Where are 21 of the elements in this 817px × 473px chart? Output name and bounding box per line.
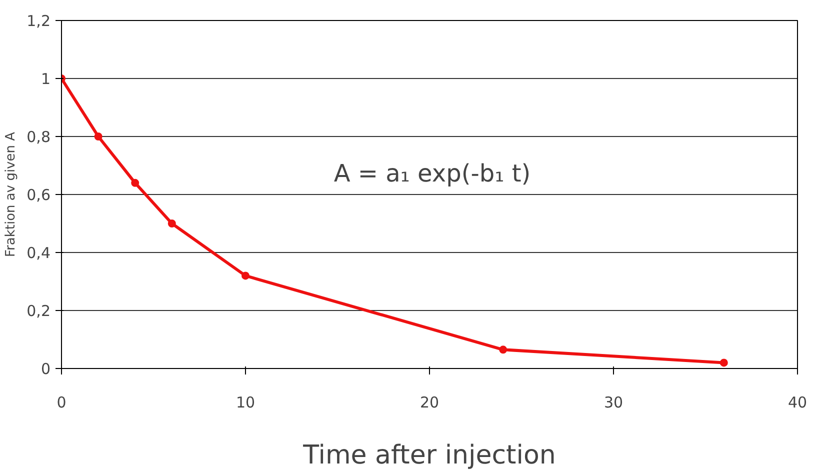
- y-tick-label: 0,8: [26, 128, 51, 146]
- y-tick-label: 0: [40, 360, 51, 378]
- point: [242, 272, 250, 280]
- x-tick-label: 10: [236, 394, 256, 412]
- y-tick-label: 1: [40, 70, 51, 88]
- y-axis-title: Fraktion av given A: [4, 132, 19, 258]
- x-tick-label: 0: [56, 394, 66, 412]
- x-tick-label: 20: [420, 394, 440, 412]
- point: [94, 132, 102, 140]
- annotation: A = a₁ exp(-b₁ t): [334, 160, 531, 188]
- y-tick-label: 0,2: [26, 302, 51, 320]
- point: [131, 178, 140, 187]
- x-tick-label: 40: [788, 394, 808, 412]
- y-tick-label: 0,4: [26, 244, 51, 262]
- point: [720, 358, 728, 367]
- point: [168, 220, 176, 228]
- y-tick-label: 1,2: [26, 12, 51, 30]
- y-tick-label: 0,6: [26, 186, 51, 204]
- x-tick-label: 30: [604, 394, 624, 412]
- x-axis-title: Time after injection: [302, 440, 556, 470]
- point: [499, 346, 508, 354]
